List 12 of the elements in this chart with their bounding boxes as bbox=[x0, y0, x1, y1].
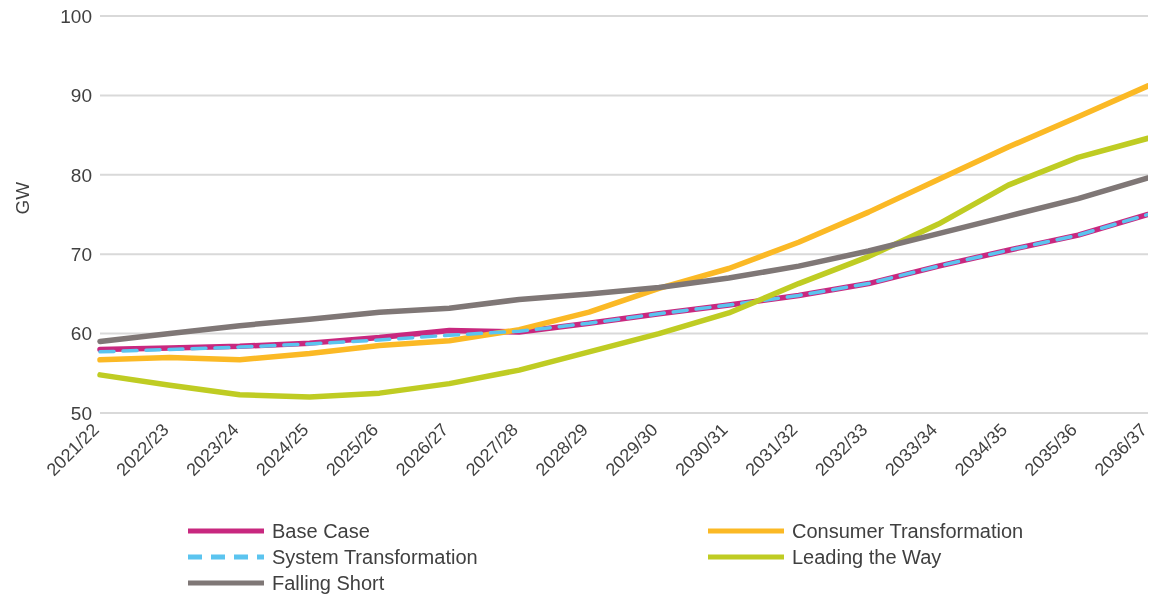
y-tick-label: 70 bbox=[70, 243, 92, 265]
y-tick-label: 60 bbox=[70, 323, 92, 345]
legend-label: Consumer Transformation bbox=[792, 519, 1024, 543]
legend-label: System Transformation bbox=[272, 545, 478, 569]
y-tick-label: 50 bbox=[70, 402, 92, 424]
y-axis-title: GW bbox=[11, 181, 33, 215]
legend-label: Leading the Way bbox=[792, 545, 942, 569]
y-tick-label: 80 bbox=[70, 164, 92, 186]
y-tick-label: 90 bbox=[70, 85, 92, 107]
legend-label: Base Case bbox=[272, 519, 370, 543]
legend-label: Falling Short bbox=[272, 571, 385, 595]
y-tick-label: 100 bbox=[60, 5, 92, 27]
